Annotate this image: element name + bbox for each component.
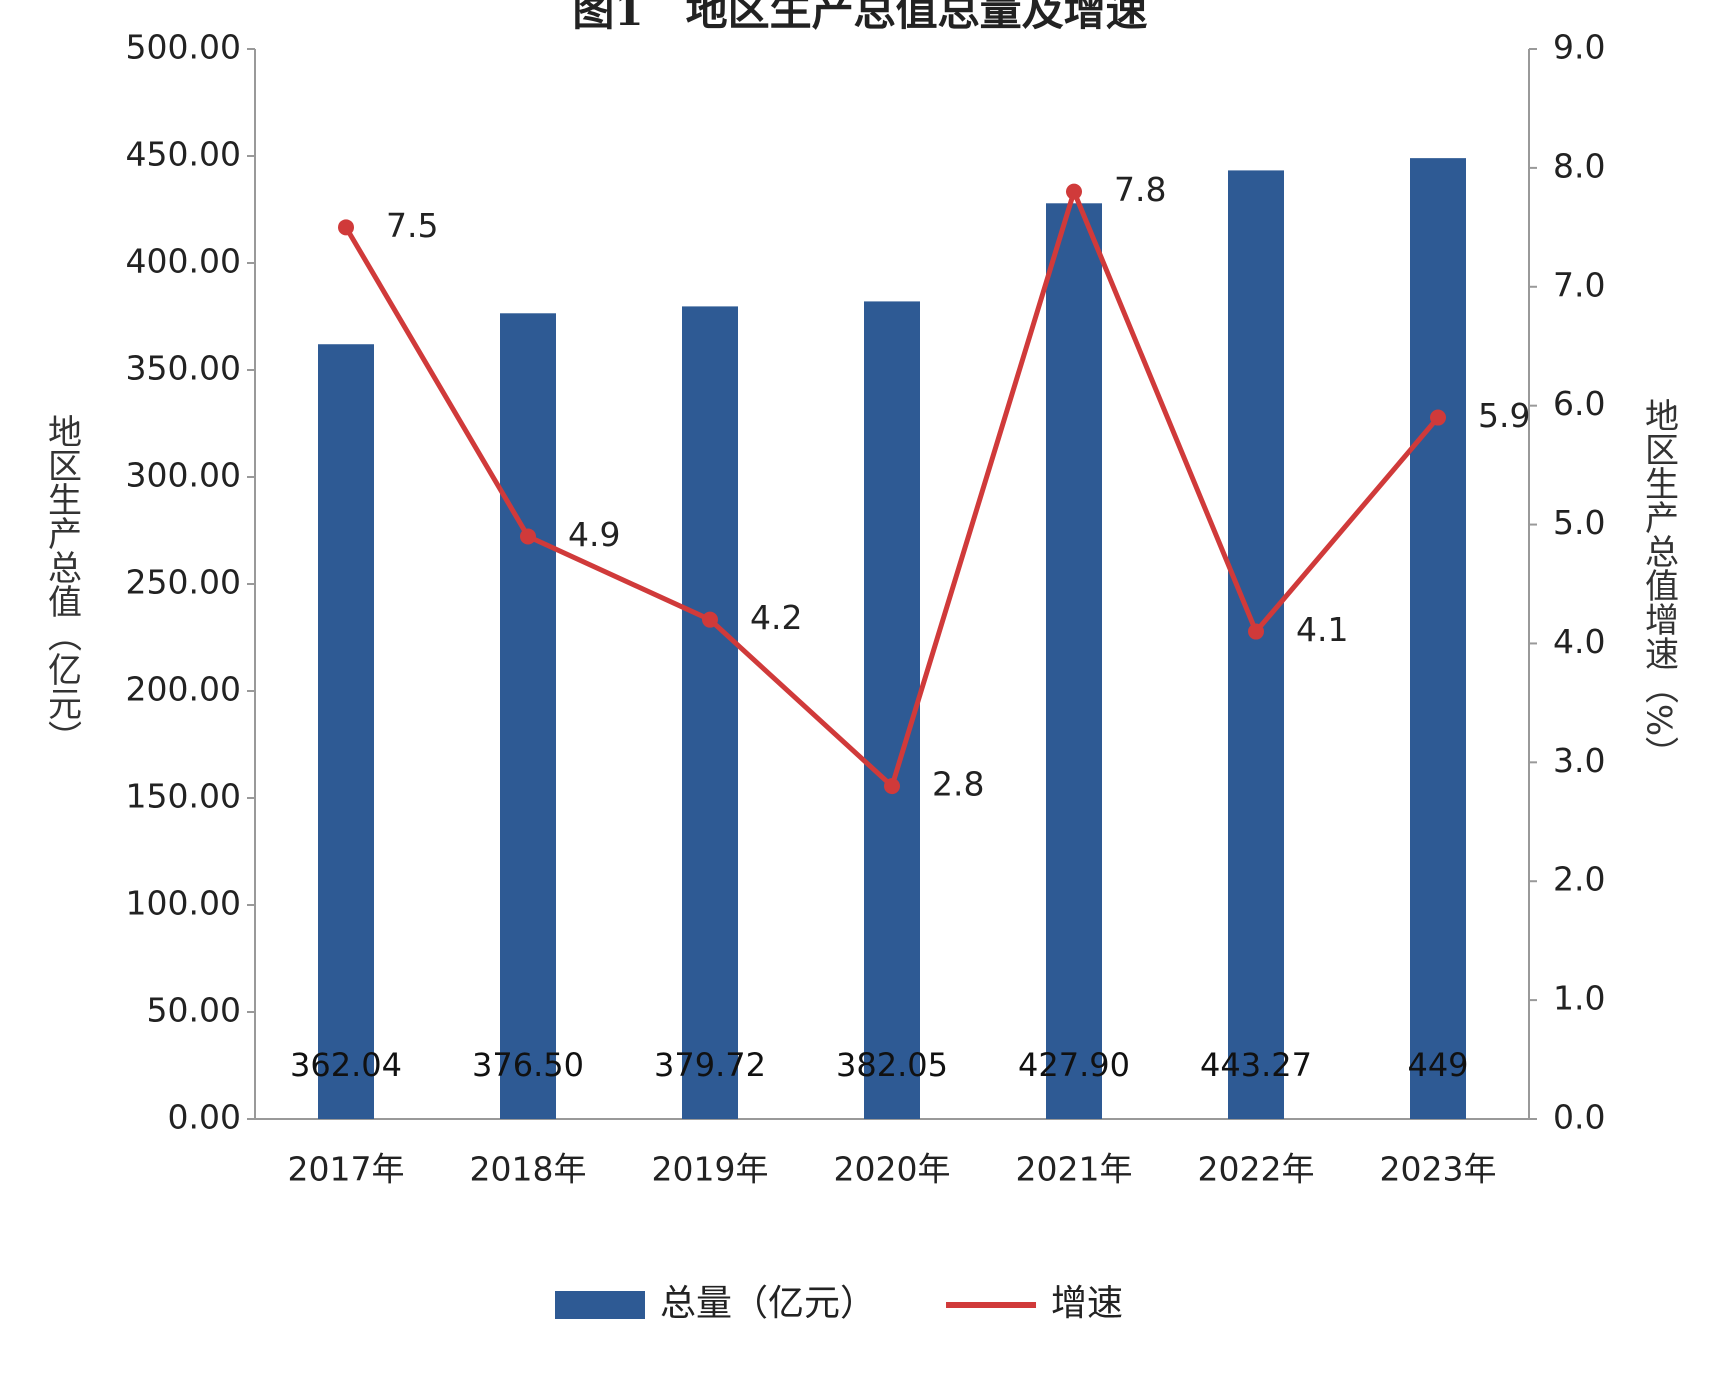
line-value-label: 2.8	[932, 765, 984, 804]
bar	[1046, 203, 1102, 1119]
y2-axis-title: 地区生产总值增速（%）	[1639, 398, 1679, 770]
y2-tick-label: 2.0	[1553, 860, 1605, 899]
bar	[682, 306, 738, 1120]
y-tick-label: 150.00	[126, 777, 241, 816]
line-value-label: 4.1	[1296, 610, 1348, 649]
x-tick-label: 2020年	[834, 1150, 951, 1189]
y-axis-title: 地区生产总值（亿元）	[42, 414, 82, 754]
y2-tick-label: 9.0	[1553, 28, 1605, 67]
y2-tick-label: 5.0	[1553, 503, 1605, 542]
bar-value-label: 379.72	[654, 1046, 766, 1084]
bar-value-label: 362.04	[290, 1046, 402, 1084]
line-marker	[520, 528, 536, 545]
legend-label: 增速	[1051, 1283, 1123, 1324]
chart-title: 图1 地区生产总值总量及增速	[572, 0, 1147, 35]
y-tick-label: 100.00	[126, 884, 241, 923]
bar	[318, 344, 374, 1120]
y-tick-label: 500.00	[126, 28, 241, 67]
line-marker	[338, 219, 354, 236]
y2-tick-label: 4.0	[1553, 622, 1605, 661]
bar	[1228, 170, 1284, 1119]
line-marker	[1430, 409, 1446, 426]
x-tick-label: 2017年	[288, 1150, 405, 1189]
bar	[864, 301, 920, 1120]
x-tick-label: 2019年	[652, 1150, 769, 1189]
bar-value-label: 382.05	[836, 1046, 948, 1084]
y2-tick-label: 1.0	[1553, 979, 1605, 1018]
line-value-label: 7.8	[1114, 170, 1166, 209]
line-value-label: 5.9	[1478, 396, 1530, 435]
bar-value-label: 449	[1407, 1046, 1468, 1084]
y-tick-label: 0.00	[168, 1098, 241, 1137]
bar-value-label: 443.27	[1200, 1046, 1312, 1084]
y-tick-label: 50.00	[147, 991, 241, 1030]
x-tick-label: 2021年	[1016, 1150, 1133, 1189]
bar-value-label: 427.90	[1018, 1046, 1130, 1084]
line-marker	[1248, 623, 1264, 640]
bar	[500, 313, 556, 1119]
y2-tick-label: 8.0	[1553, 146, 1605, 185]
line-marker	[884, 778, 900, 795]
x-tick-label: 2018年	[470, 1150, 587, 1189]
line-value-label: 7.5	[386, 206, 438, 245]
y-tick-label: 400.00	[126, 242, 241, 281]
legend-label: 总量（亿元）	[660, 1283, 876, 1324]
y2-tick-label: 7.0	[1553, 265, 1605, 304]
y2-tick-label: 0.0	[1553, 1098, 1605, 1137]
legend-swatch	[555, 1291, 645, 1319]
line-marker	[1066, 183, 1082, 200]
bar	[1410, 158, 1466, 1119]
bar-value-label: 376.50	[472, 1046, 584, 1084]
y-tick-label: 200.00	[126, 670, 241, 709]
y2-tick-label: 3.0	[1553, 741, 1605, 780]
y-tick-label: 300.00	[126, 456, 241, 495]
y2-tick-label: 6.0	[1553, 384, 1605, 423]
y-tick-label: 450.00	[126, 135, 241, 174]
line-marker	[702, 611, 718, 628]
y-tick-label: 250.00	[126, 563, 241, 602]
x-tick-label: 2022年	[1198, 1150, 1315, 1189]
line-value-label: 4.9	[568, 515, 620, 554]
y-tick-label: 350.00	[126, 349, 241, 388]
x-tick-label: 2023年	[1380, 1150, 1497, 1189]
line-value-label: 4.2	[750, 598, 802, 637]
